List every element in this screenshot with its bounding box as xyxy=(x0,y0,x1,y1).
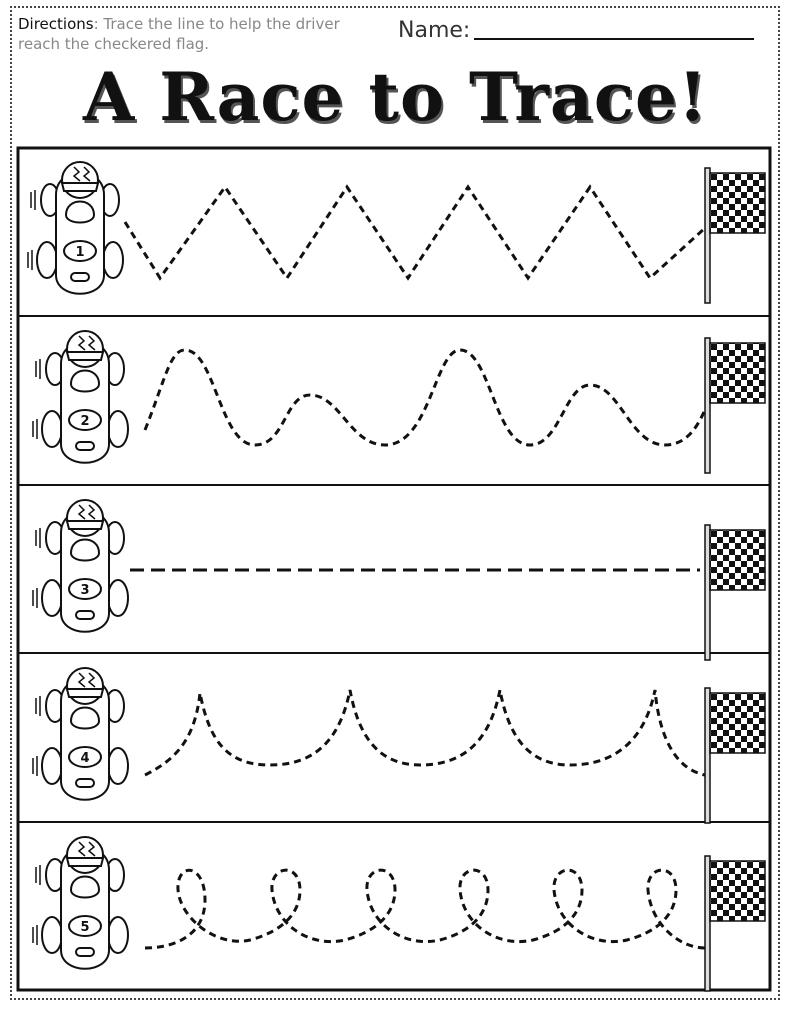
directions: Directions: Trace the line to help the d… xyxy=(18,14,358,54)
car-number: 1 xyxy=(75,245,84,260)
trace-path-zigzag[interactable] xyxy=(123,184,707,281)
race-car-icon xyxy=(32,499,129,633)
race-car-icon xyxy=(27,161,124,295)
car-number: 5 xyxy=(80,920,89,935)
checkered-flag-icon xyxy=(704,167,766,304)
race-car-icon xyxy=(32,330,129,464)
checkered-flag-icon xyxy=(704,687,766,824)
checkered-flag-icon xyxy=(704,524,766,661)
checkered-flag-icon xyxy=(704,337,766,474)
name-field[interactable] xyxy=(474,38,754,40)
name-label: Name: xyxy=(398,18,471,43)
race-car-icon xyxy=(32,836,129,970)
trace-path-arches[interactable] xyxy=(144,689,706,777)
page-border xyxy=(10,6,780,1000)
trace-path-wave[interactable] xyxy=(143,348,707,447)
car-number: 2 xyxy=(80,414,89,429)
directions-label: Directions xyxy=(18,15,94,33)
car-number: 4 xyxy=(80,751,89,766)
directions-text: : Trace the line to help the driver reac… xyxy=(18,15,340,53)
row-dividers xyxy=(18,315,770,823)
rows-frame xyxy=(16,146,772,992)
checkered-flag-icon xyxy=(704,855,766,992)
car-number: 3 xyxy=(80,583,89,598)
page-title: A Race to Trace! xyxy=(83,58,708,136)
race-car-icon xyxy=(32,667,129,801)
trace-path-loops[interactable] xyxy=(144,868,706,950)
